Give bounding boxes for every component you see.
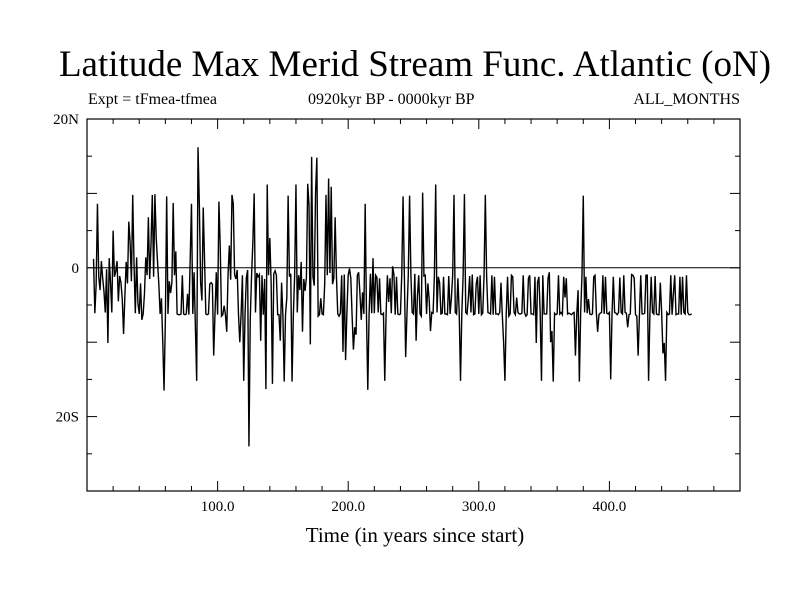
x-axis-label: Time (in years since start) (305, 523, 525, 547)
tick-group (87, 119, 740, 491)
chart-title: Latitude Max Merid Stream Func. Atlantic… (58, 44, 772, 85)
time-range-label: 0920kyr BP - 0000kyr BP (308, 91, 475, 108)
months-label: ALL_MONTHS (633, 91, 740, 108)
x-tick-label: 200.0 (331, 499, 365, 515)
x-tick-label: 100.0 (201, 499, 235, 515)
x-tick-label: 400.0 (593, 499, 627, 515)
experiment-label: Expt = tFmea-tfmea (88, 91, 217, 108)
tick-label-group: 100.0 200.0 300.0 400.0 20N 0 20S (53, 112, 626, 515)
y-tick-label: 0 (72, 261, 80, 277)
data-series-line (92, 147, 693, 447)
x-tick-label: 300.0 (462, 499, 496, 515)
y-tick-label: 20S (56, 410, 79, 426)
y-tick-label: 20N (53, 112, 79, 128)
